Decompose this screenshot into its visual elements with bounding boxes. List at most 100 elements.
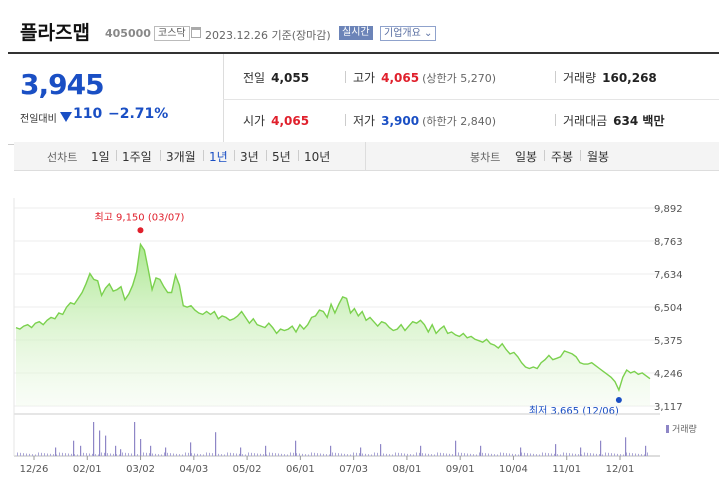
volume-bar <box>20 452 21 456</box>
volume-bar <box>260 453 261 456</box>
volume-bar <box>434 454 435 456</box>
price-chart: 최고 9,150 (03/07) 최저 3,665 (12/06) 9,892 8… <box>13 198 697 475</box>
y-tick-label: 4,246 <box>654 369 683 380</box>
stock-code: 405000 <box>105 27 151 40</box>
line-chart-label: 선차트 <box>47 151 78 164</box>
volume-bar <box>587 452 588 456</box>
volume-bar <box>295 440 297 456</box>
volume-bar <box>470 453 471 456</box>
volume-bar <box>443 453 444 456</box>
volume-bar <box>143 452 144 456</box>
volume-bar <box>590 453 591 456</box>
volume-bar <box>329 454 330 456</box>
volume-bar <box>140 439 142 456</box>
volume-bar <box>503 452 504 456</box>
volume-bar <box>491 453 492 456</box>
volume-bar <box>218 453 219 456</box>
volume-bar <box>452 454 453 456</box>
tab-10y[interactable]: 10년 <box>304 150 331 164</box>
volume-bar <box>524 452 525 456</box>
volume-bar <box>482 452 483 456</box>
volume-bar <box>644 454 645 456</box>
volume-bar <box>557 454 558 456</box>
volume-bar <box>479 452 480 456</box>
volume-bar <box>131 453 132 456</box>
volume-bar <box>311 452 312 456</box>
volume-bar <box>611 453 612 456</box>
volume-bar <box>65 453 66 456</box>
volume-bar <box>377 452 378 456</box>
volume-bar <box>467 453 468 456</box>
volume-bar <box>53 454 54 456</box>
volume-bar <box>221 454 222 456</box>
volume-bar <box>190 442 192 456</box>
volume-bar <box>509 453 510 456</box>
tab-3m[interactable]: 3개월 <box>166 150 196 164</box>
volume-bar <box>308 454 309 456</box>
volume-bar <box>320 453 321 456</box>
volume-bar <box>89 453 90 456</box>
y-tick-label: 9,892 <box>654 204 683 215</box>
volume-bar <box>275 453 276 456</box>
volume-bar <box>413 454 414 456</box>
volume-bar <box>533 453 534 456</box>
volume-bar <box>365 453 366 456</box>
y-tick-label: 8,763 <box>654 237 683 248</box>
tab-1w[interactable]: 1주일 <box>122 150 152 164</box>
x-tick-label: 04/03 <box>179 464 208 475</box>
volume-bar <box>128 453 129 456</box>
volume-bar <box>68 453 69 456</box>
volume-bar <box>530 453 531 456</box>
volume-bar <box>638 453 639 456</box>
volume-bar <box>326 454 327 456</box>
realtime-button[interactable]: 실시간 <box>339 26 373 40</box>
x-tick-label: 06/01 <box>286 464 315 475</box>
candle-chart-label: 봉차트 <box>470 151 501 164</box>
x-tick-label: 12/26 <box>20 464 49 475</box>
volume-bar <box>107 453 108 456</box>
volume-bar <box>449 453 450 456</box>
volume-bar <box>584 452 585 456</box>
y-tick-label: 6,504 <box>654 303 683 314</box>
volume-bar <box>356 452 357 456</box>
tab-monthly[interactable]: 월봉 <box>587 150 610 164</box>
volume-bar <box>73 440 75 456</box>
volume-bar <box>551 453 552 456</box>
volume-bar <box>200 454 201 456</box>
volume-bar <box>242 454 243 456</box>
x-tick-label: 07/03 <box>339 464 368 475</box>
trade-amount: 거래대금 634 백만 <box>563 114 665 128</box>
x-tick-label: 08/01 <box>392 464 421 475</box>
current-price-box: 3,945 전일대비 110 −2.71% <box>8 54 224 144</box>
tab-1y[interactable]: 1년 <box>209 150 228 164</box>
volume-bar <box>35 454 36 456</box>
tab-3y[interactable]: 3년 <box>240 150 259 164</box>
volume-bar <box>332 452 333 456</box>
volume-bar <box>164 452 165 456</box>
company-overview-button[interactable]: 기업개요 ⌄ <box>380 26 437 41</box>
volume-bar <box>437 452 438 456</box>
volume-bar <box>265 445 267 456</box>
volume-bar <box>287 454 288 456</box>
quote-panel: 3,945 전일대비 110 −2.71% 전일 4,055 고가 4,065 (상한… <box>8 52 719 145</box>
tab-1d[interactable]: 1일 <box>91 150 110 164</box>
tab-daily[interactable]: 일봉 <box>515 150 538 164</box>
volume-bar <box>605 452 606 456</box>
volume-bar <box>392 454 393 456</box>
price-line <box>15 242 651 392</box>
quote-date: 2023.12.26 기준(장마감) <box>205 29 331 42</box>
volume-bar <box>497 454 498 456</box>
volume-bar <box>113 453 114 456</box>
tab-weekly[interactable]: 주봉 <box>551 150 574 164</box>
volume-bar <box>617 453 618 456</box>
volume-bar <box>150 445 152 456</box>
change-label: 전일대비 <box>20 114 57 125</box>
volume-bar <box>521 452 522 456</box>
volume-bar <box>137 454 138 456</box>
volume-bar <box>158 454 159 456</box>
volume-bar <box>122 452 123 456</box>
volume-bar <box>240 447 242 456</box>
y-tick-label: 3,117 <box>654 402 683 413</box>
tab-5y[interactable]: 5년 <box>272 150 291 164</box>
volume-bar <box>245 454 246 456</box>
